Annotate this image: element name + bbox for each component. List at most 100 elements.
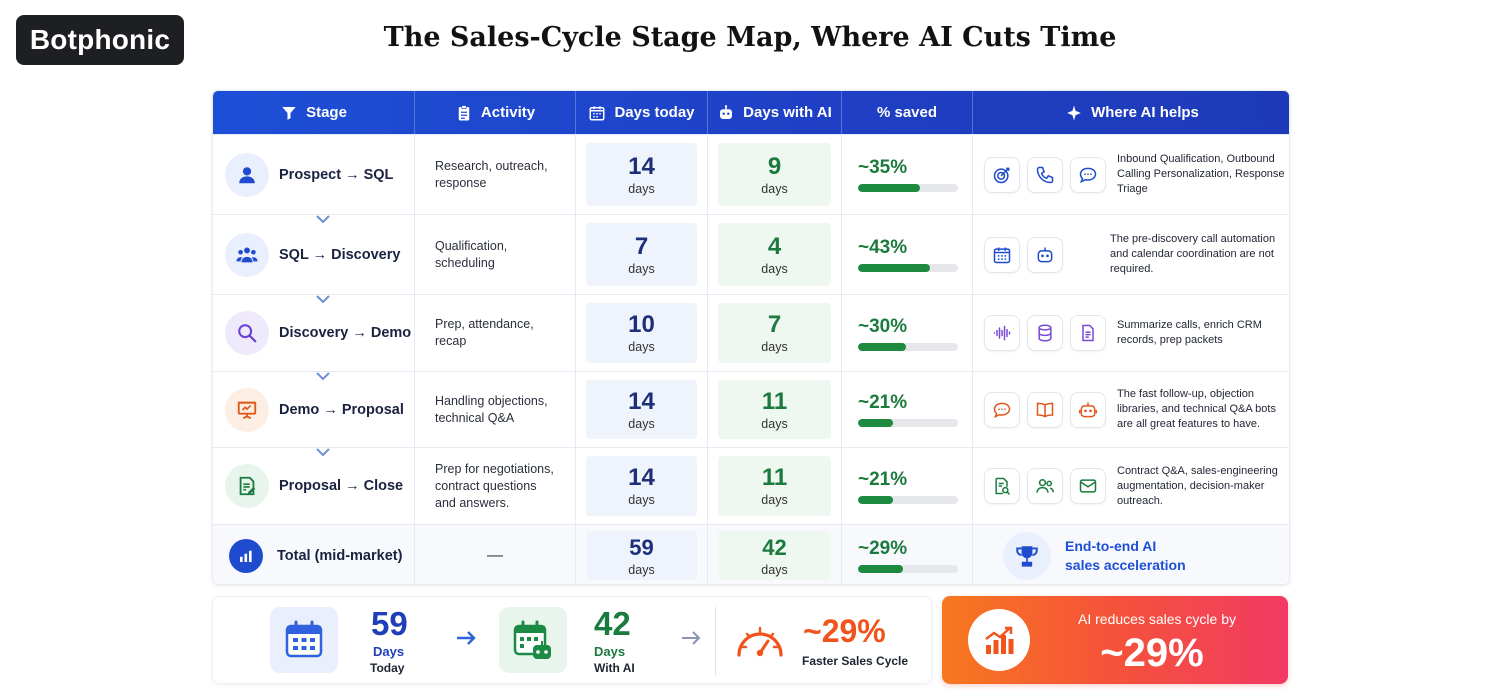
ai-helps-cell: The fast follow-up, objection libraries,… bbox=[973, 372, 1289, 447]
saved-percent: ~21% bbox=[858, 468, 908, 490]
stage-label: Proposal → Close bbox=[279, 478, 404, 494]
saved-cell: ~29% bbox=[842, 525, 973, 584]
ai-helps-cell: Summarize calls, enrich CRM records, pre… bbox=[973, 295, 1289, 371]
chevron-down-icon bbox=[316, 448, 330, 457]
days-ai-value: 42 bbox=[762, 534, 787, 560]
days-today-cell: 14 days bbox=[576, 448, 708, 524]
table-row: Prospect → SQL Research, outreach, respo… bbox=[213, 134, 1289, 224]
users-icon bbox=[225, 232, 269, 277]
table-header: Stage Activity Days today Days with AI %… bbox=[213, 91, 1289, 134]
saved-progress-bar bbox=[858, 419, 958, 427]
mail-icon bbox=[1070, 468, 1106, 504]
saved-percent: ~30% bbox=[858, 315, 908, 337]
faster-label: Faster Sales Cycle bbox=[802, 654, 909, 668]
total-help-text: End-to-end AI sales acceleration bbox=[1065, 537, 1186, 573]
book-icon bbox=[1027, 391, 1063, 428]
saved-progress-bar bbox=[858, 264, 958, 272]
calendar-icon bbox=[270, 607, 338, 673]
days-ai-value: 11 bbox=[761, 387, 788, 415]
ai-helps-text: The fast follow-up, objection libraries,… bbox=[1117, 388, 1276, 430]
robot-icon bbox=[1070, 391, 1106, 428]
summary-days-label: Days bbox=[373, 644, 405, 659]
calendar-icon bbox=[589, 105, 605, 120]
days-ai-cell: 11 days bbox=[708, 448, 842, 524]
days-ai-cell: 42 days bbox=[708, 525, 842, 584]
days-today-cell: 59 days bbox=[576, 525, 708, 584]
summary-strip: 59 Days Today 42 Days With AI ~29% Faste… bbox=[212, 596, 1290, 686]
header-days-today: Days today bbox=[576, 91, 708, 134]
days-today-value: 7 bbox=[634, 232, 649, 260]
chat-icon bbox=[1070, 156, 1106, 193]
stage-label: SQL → Discovery bbox=[279, 246, 401, 263]
target-icon bbox=[984, 156, 1020, 193]
days-ai-cell: 11 days bbox=[708, 372, 842, 447]
days-today-value: 10 bbox=[628, 311, 655, 338]
banner-percent: ~29% bbox=[1100, 631, 1204, 675]
phone-icon bbox=[1027, 156, 1063, 193]
days-today-cell: 7 days bbox=[576, 215, 708, 294]
arrow-right-icon bbox=[457, 631, 476, 645]
chevron-down-icon bbox=[316, 372, 330, 381]
summary-days-label: Days bbox=[594, 644, 626, 659]
ai-helps-text: Inbound Qualification, Outbound Calling … bbox=[1117, 153, 1285, 195]
stage-cell: SQL → Discovery bbox=[213, 215, 415, 304]
header-stage: Stage bbox=[213, 91, 415, 134]
search-icon bbox=[225, 311, 269, 355]
days-unit: days bbox=[628, 181, 655, 196]
days-unit: days bbox=[761, 181, 788, 196]
activity-cell: Qualification, scheduling bbox=[415, 215, 576, 294]
saved-cell: ~21% bbox=[842, 372, 973, 447]
total-row: Total (mid-market) — 59 days 42 days ~29% … bbox=[213, 524, 1289, 584]
activity-cell: Prep, attendance, recap bbox=[415, 295, 576, 371]
speedometer-icon bbox=[737, 626, 783, 657]
table-row: Proposal → Close Prep for negotiations, … bbox=[213, 447, 1289, 524]
summary-with-ai-label: With AI bbox=[594, 661, 635, 675]
stage-cell: Total (mid-market) bbox=[213, 525, 415, 584]
arrow-right-icon bbox=[682, 631, 701, 645]
ai-helps-cell: The pre-discovery call automation and ca… bbox=[973, 215, 1289, 294]
document-search-icon bbox=[984, 468, 1020, 504]
days-today-value: 14 bbox=[628, 152, 655, 180]
days-ai-cell: 9 days bbox=[708, 135, 842, 214]
days-unit: days bbox=[761, 261, 788, 276]
ai-helps-text: Contract Q&A, sales-engineering augmenta… bbox=[1117, 464, 1278, 507]
saved-progress-bar bbox=[858, 342, 958, 351]
stage-cell: Prospect → SQL bbox=[213, 135, 415, 224]
summary-card: 59 Days Today 42 Days With AI ~29% Faste… bbox=[212, 596, 932, 684]
ai-reduction-banner: AI reduces sales cycle by ~29% bbox=[942, 596, 1288, 684]
days-ai-cell: 4 days bbox=[708, 215, 842, 294]
divider bbox=[715, 607, 716, 675]
waveform-icon bbox=[984, 315, 1020, 351]
growth-chart-icon bbox=[968, 609, 1030, 671]
days-today-value: 59 bbox=[629, 534, 654, 560]
header-days-with-ai: Days with AI bbox=[708, 91, 842, 134]
saved-percent: ~21% bbox=[858, 392, 908, 413]
chat-icon bbox=[984, 391, 1020, 428]
ai-helps-cell: Inbound Qualification, Outbound Calling … bbox=[973, 135, 1289, 214]
days-unit: days bbox=[628, 261, 655, 276]
stage-label: Prospect → SQL bbox=[279, 166, 394, 183]
banner-label: AI reduces sales cycle by bbox=[1078, 611, 1236, 627]
header-activity: Activity bbox=[415, 91, 576, 134]
header-percent-saved: % saved bbox=[842, 91, 973, 134]
ai-helps-cell: End-to-end AI sales acceleration bbox=[973, 525, 1289, 584]
presentation-icon bbox=[225, 387, 269, 432]
saved-cell: ~35% bbox=[842, 135, 973, 214]
robot-icon bbox=[1027, 236, 1063, 273]
table-row: SQL → Discovery Qualification, schedulin… bbox=[213, 214, 1289, 304]
calendar-robot-icon bbox=[499, 607, 567, 673]
saved-cell: ~43% bbox=[842, 215, 973, 294]
stage-label: Demo → Proposal bbox=[279, 401, 404, 418]
activity-cell: Research, outreach, response bbox=[415, 135, 576, 214]
saved-progress-bar bbox=[858, 565, 958, 573]
activity-cell: Handling objections, technical Q&A bbox=[415, 372, 576, 447]
days-today-cell: 14 days bbox=[576, 372, 708, 447]
chevron-down-icon bbox=[316, 215, 330, 224]
stage-cell: Discovery → Demo bbox=[213, 295, 415, 381]
database-icon bbox=[1027, 315, 1063, 351]
page-title: The Sales-Cycle Stage Map, Where AI Cuts… bbox=[383, 22, 1117, 53]
saved-progress-bar bbox=[858, 495, 958, 504]
days-today-value: 14 bbox=[628, 464, 655, 491]
days-ai-value: 9 bbox=[767, 152, 782, 180]
days-today-value: 14 bbox=[628, 387, 655, 415]
